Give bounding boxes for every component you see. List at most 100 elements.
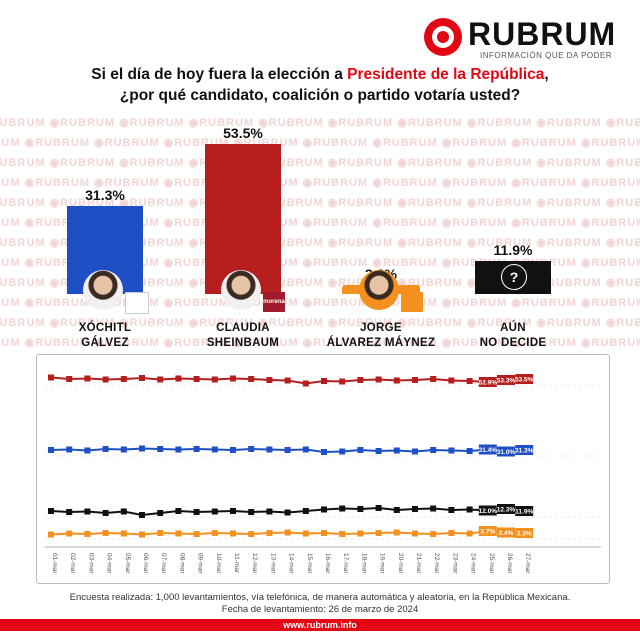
trend-point	[120, 530, 127, 537]
trend-point	[193, 531, 200, 537]
trend-point	[175, 508, 182, 514]
trend-value-label: 12.3%	[497, 504, 515, 514]
x-tick-label: 01-mar	[51, 553, 58, 574]
trend-value-label: 31.0%	[497, 446, 515, 457]
trend-point	[302, 380, 309, 387]
svg-text:31.4%: 31.4%	[479, 447, 498, 454]
x-tick-label: 27-mar	[524, 553, 531, 574]
rubrum-watermark: ◉RUBRUM ◉RUBRUM ◉RUBRUM ◉RUBRUM ◉RUBRUM …	[0, 108, 640, 348]
watermark-row: ◉RUBRUM ◉RUBRUM ◉RUBRUM ◉RUBRUM ◉RUBRUM …	[0, 337, 640, 348]
trend-point	[302, 508, 309, 514]
chart-title: Si el día de hoy fuera la elección a Pre…	[0, 64, 640, 106]
x-tick-label: 09-mar	[197, 553, 204, 574]
trend-point	[466, 378, 473, 384]
silhouette-head: ?	[501, 264, 527, 290]
trend-point	[321, 530, 327, 536]
trend-value-label: 53.5%	[515, 374, 534, 384]
trend-point	[266, 508, 273, 515]
trend-point	[357, 506, 364, 512]
trend-point	[230, 447, 236, 453]
trend-point	[466, 530, 473, 537]
trend-line-chart: 52.9% 53.3% 53.5% 31.4% 31.0% 31.3% 12.0% 12.3%…	[45, 374, 601, 574]
footnote-date: Fecha de levantamiento: 26 de marzo de 2…	[221, 604, 419, 615]
trend-point	[357, 377, 364, 383]
trend-point	[466, 448, 473, 454]
trend-point	[66, 509, 73, 515]
x-tick-label: 10-mar	[215, 553, 222, 574]
trend-point	[412, 530, 418, 537]
svg-text:53.3%: 53.3%	[497, 378, 516, 385]
trend-point	[175, 375, 182, 382]
x-tick-label: 02-mar	[69, 553, 76, 574]
trend-point	[448, 377, 455, 384]
trend-point	[157, 510, 164, 516]
rubrum-logo-icon	[424, 18, 462, 56]
website-link[interactable]: www.rubrum.info	[283, 620, 357, 630]
trend-point	[430, 531, 437, 537]
trend-point	[466, 506, 473, 513]
movimiento-ciudadano-logo	[401, 292, 423, 312]
trend-point	[102, 530, 109, 536]
candidate-photo	[83, 270, 123, 310]
footnote-method: Encuesta realizada: 1,000 levantamientos…	[69, 592, 571, 603]
bar-chart: 31.3% XÓCHITL GÁLVEZ 53.5% CLAUDIA SHEINBAUM m…	[67, 125, 551, 349]
trend-value-label: 11.9%	[515, 506, 533, 516]
trend-point	[84, 375, 91, 382]
x-tick-label: 26-mar	[506, 553, 513, 574]
trend-point	[375, 376, 382, 383]
svg-text:3.4%: 3.4%	[499, 530, 514, 537]
trend-point	[393, 529, 400, 536]
watermark-row: ◉RUBRUM ◉RUBRUM ◉RUBRUM ◉RUBRUM ◉RUBRUM …	[0, 197, 640, 209]
trend-point	[430, 505, 437, 512]
watermark-row: ◉RUBRUM ◉RUBRUM ◉RUBRUM ◉RUBRUM ◉RUBRUM …	[0, 217, 640, 229]
trend-point	[48, 447, 54, 453]
trend-point	[375, 505, 382, 511]
candidate-name: XÓCHITL GÁLVEZ	[78, 322, 132, 349]
trend-value-label: 53.3%	[497, 375, 516, 385]
x-tick-label: 18-mar	[360, 553, 367, 574]
trend-point	[120, 446, 127, 453]
trend-point	[48, 374, 54, 381]
x-tick-label: 22-mar	[433, 553, 440, 574]
bar-value-label: 11.9%	[493, 241, 533, 258]
x-tick-label: 05-mar	[124, 553, 131, 574]
trend-point	[375, 448, 382, 454]
trend-point	[339, 448, 346, 455]
candidate-name: AÚN NO DECIDE	[479, 322, 547, 349]
trend-point	[48, 531, 54, 538]
trend-point	[321, 378, 327, 384]
trend-value-label: 52.9%	[479, 377, 497, 387]
x-tick-label: 14-mar	[288, 553, 295, 574]
trend-point	[230, 508, 236, 514]
trend-point	[248, 446, 255, 452]
trend-point	[102, 376, 109, 383]
bar-2	[205, 144, 281, 294]
x-tick-label: 11-mar	[233, 553, 240, 574]
trend-point	[84, 508, 91, 515]
trend-point	[66, 530, 73, 537]
x-tick-label: 13-mar	[269, 553, 276, 574]
x-tick-label: 15-mar	[306, 553, 313, 574]
trend-point	[48, 508, 54, 514]
brand-tagline: INFORMACIÓN QUE DA PODER	[480, 51, 613, 60]
trend-point	[448, 447, 455, 454]
trend-point	[339, 378, 346, 385]
trend-point	[84, 531, 91, 537]
trend-point	[302, 446, 309, 453]
watermark-row: ◉RUBRUM ◉RUBRUM ◉RUBRUM ◉RUBRUM ◉RUBRUM …	[0, 317, 640, 329]
trend-point	[193, 446, 200, 452]
trend-value-label: 31.4%	[479, 444, 498, 455]
x-tick-label: 07-mar	[160, 553, 167, 574]
trend-point	[393, 447, 400, 454]
trend-point	[448, 507, 455, 513]
svg-text:3.7%: 3.7%	[480, 529, 495, 536]
trend-point	[211, 376, 218, 383]
title-line1-pre: Si el día de hoy fuera la elección a	[91, 66, 348, 83]
trend-point	[120, 508, 127, 515]
watermark-row: ◉RUBRUM ◉RUBRUM ◉RUBRUM ◉RUBRUM ◉RUBRUM …	[0, 117, 640, 129]
title-line2: ¿por qué candidato, coalición o partido …	[119, 87, 521, 104]
watermark-row: ◉RUBRUM ◉RUBRUM ◉RUBRUM ◉RUBRUM ◉RUBRUM …	[0, 237, 640, 249]
watermark-row: ◉RUBRUM ◉RUBRUM ◉RUBRUM ◉RUBRUM ◉RUBRUM …	[0, 177, 640, 189]
trend-point	[157, 376, 164, 383]
trend-point	[248, 531, 255, 537]
